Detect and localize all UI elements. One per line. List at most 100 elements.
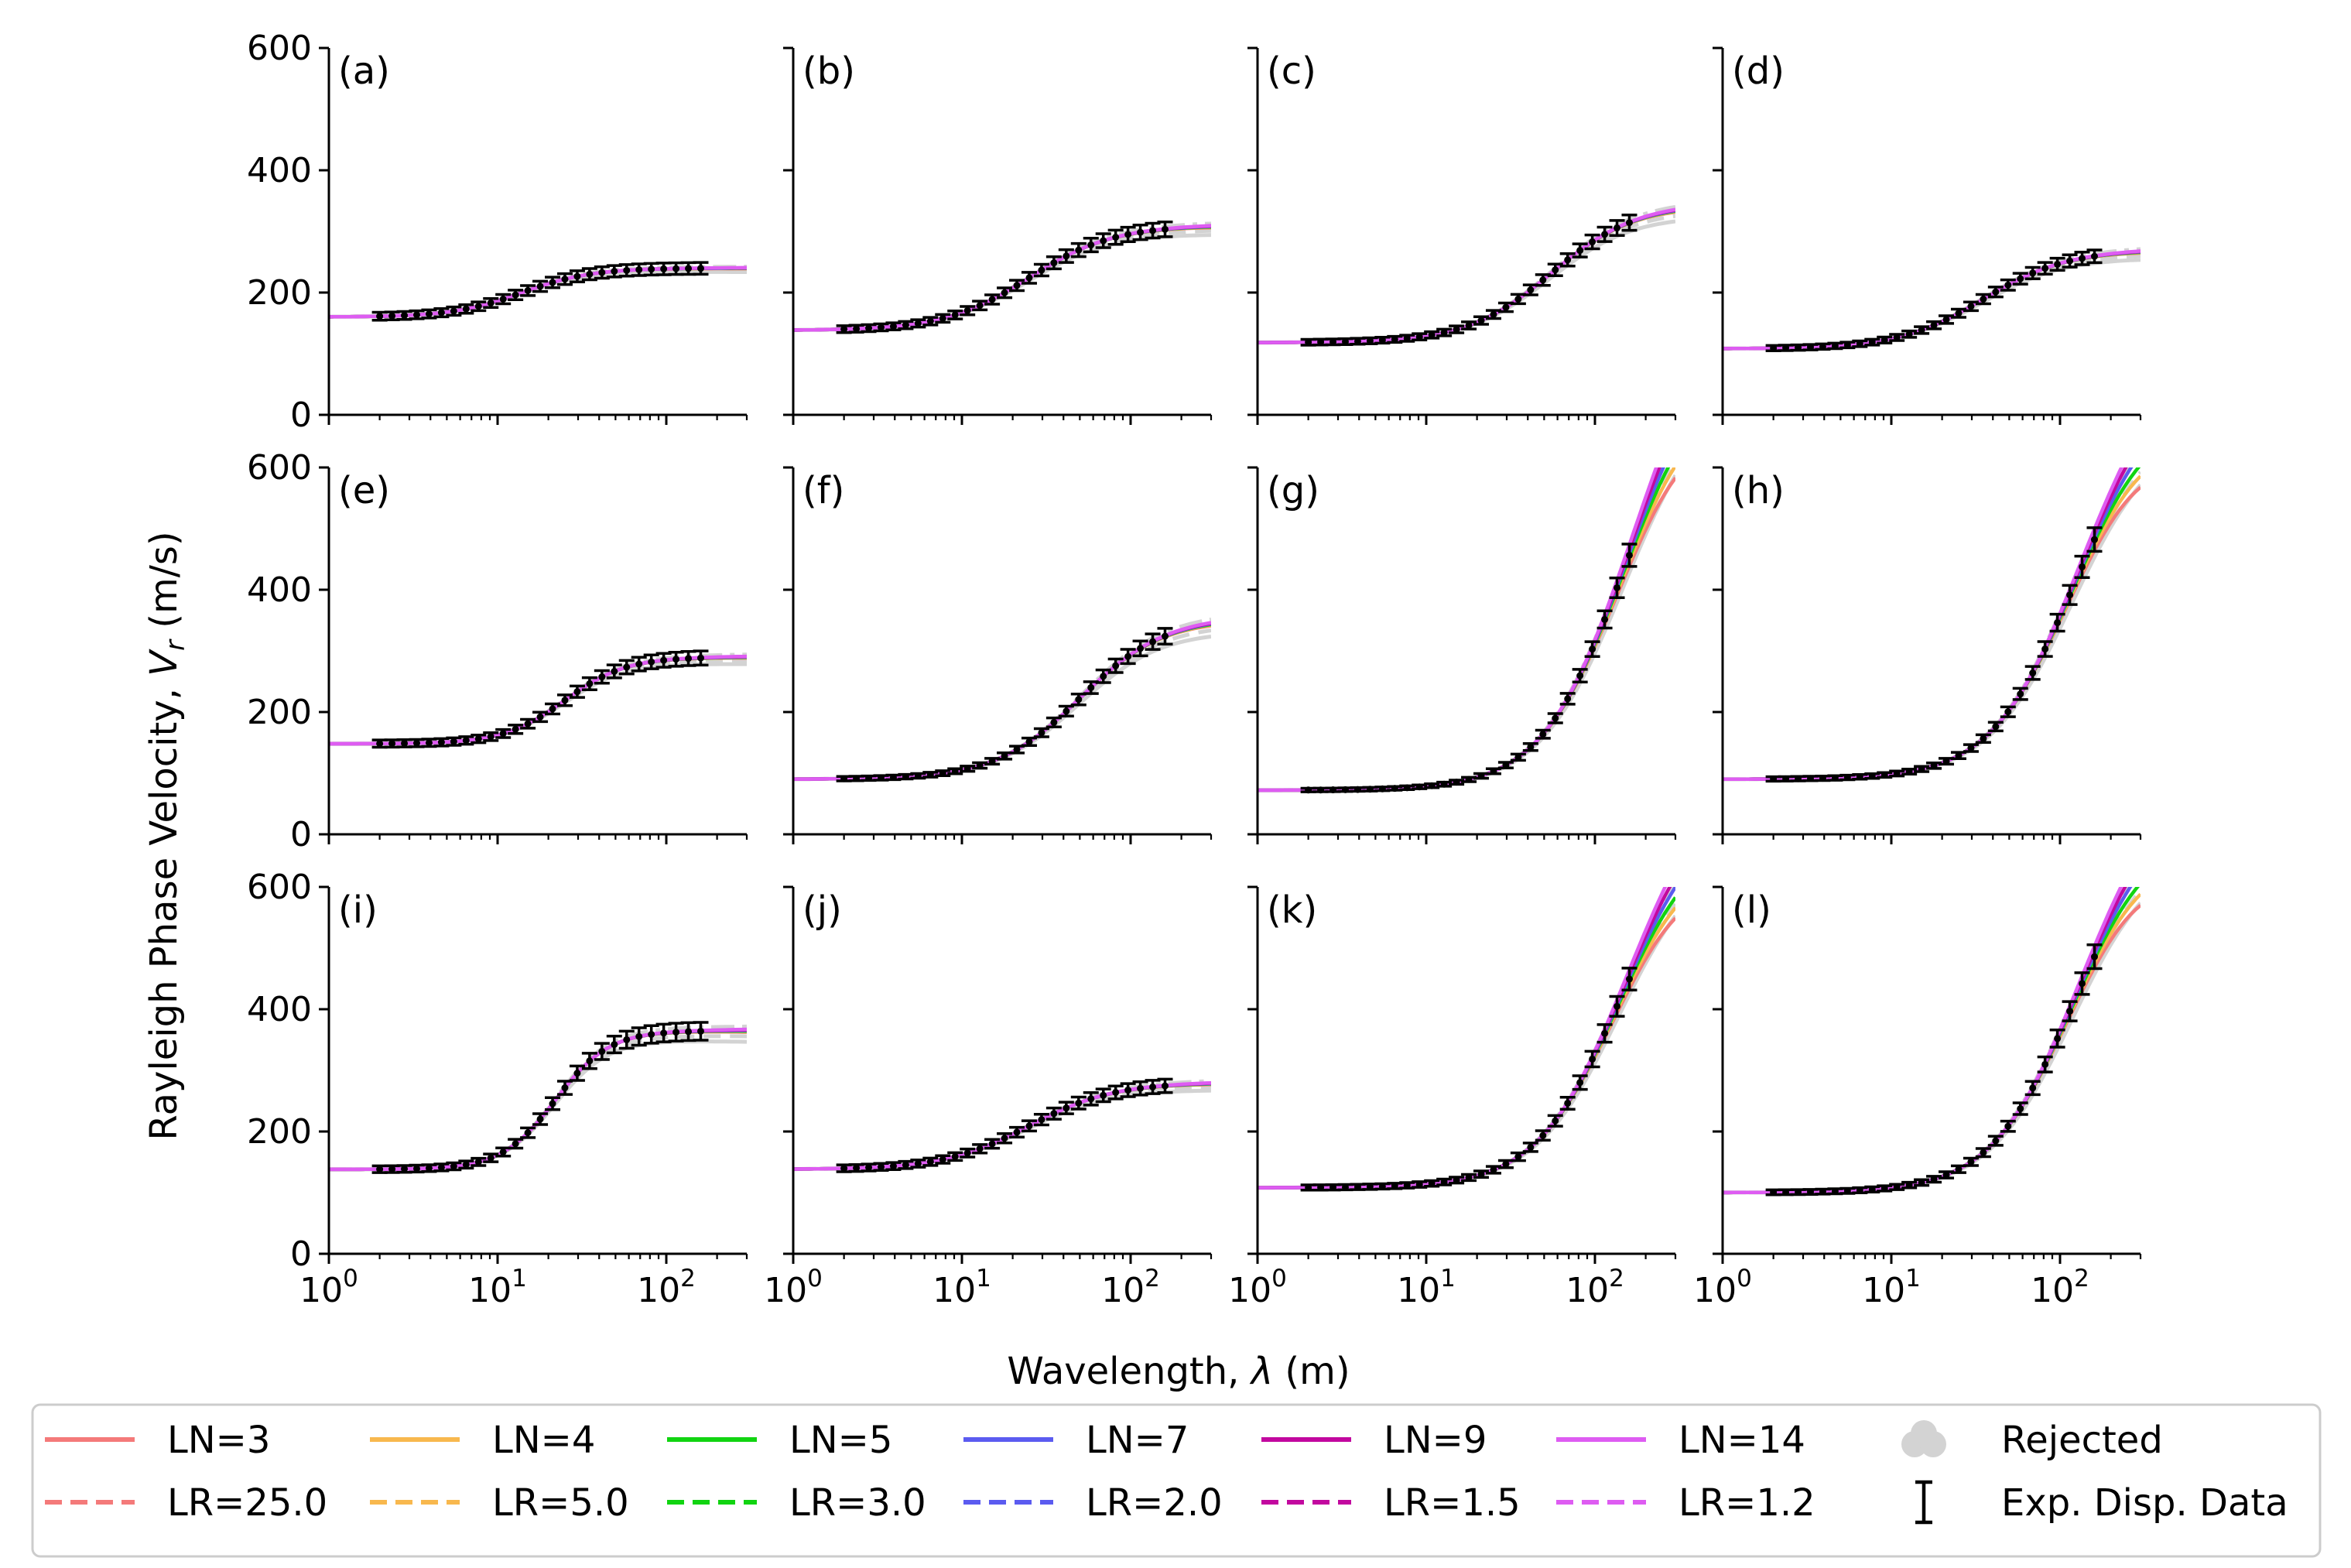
error-bar — [1926, 1175, 1942, 1184]
rejected-curve — [329, 659, 747, 746]
model-curve — [329, 654, 747, 746]
error-bar — [1436, 327, 1453, 337]
rejected-curve — [1723, 888, 2141, 1195]
error-bar — [1559, 1095, 1576, 1111]
legend-entry: LR=25.0 — [45, 1481, 327, 1525]
error-bar — [2024, 665, 2041, 681]
error-bar — [997, 1132, 1013, 1145]
x-axis-title: Wavelength, λ (m) — [1007, 1350, 1350, 1393]
error-bar — [1058, 704, 1074, 718]
model-curve — [329, 655, 747, 746]
error-bar — [1522, 742, 1538, 752]
panel-g: (g) — [1247, 466, 1677, 844]
model-curve — [793, 224, 1211, 332]
legend-entry: Rejected — [1901, 1419, 2163, 1462]
rejected-curve — [1723, 901, 2141, 1195]
legend-entry: LN=4 — [370, 1419, 595, 1462]
model-curve — [1723, 892, 2141, 1195]
error-bar — [1095, 1087, 1111, 1104]
error-bar — [1399, 334, 1415, 343]
error-bar — [532, 1112, 549, 1126]
legend: LN=3 LR=25.0 LN=4 LR=5.0 LN=5 LR=3.0 LN=7 LR=2.… — [31, 1403, 2322, 1558]
error-bar — [483, 1152, 499, 1163]
error-bar — [1070, 241, 1087, 258]
error-bar — [1461, 1173, 1477, 1183]
plot-area — [793, 220, 1211, 334]
error-bar — [545, 1096, 561, 1111]
error-bar — [556, 272, 573, 286]
legend-entry: LN=3 — [45, 1419, 270, 1462]
error-bar — [508, 724, 524, 735]
panel-a: 0 200 400 600 (a) — [247, 29, 748, 435]
model-curve — [329, 656, 747, 746]
panel-label: (e) — [338, 469, 390, 512]
error-bar — [2000, 278, 2016, 292]
y-tick-label: 0 — [290, 1234, 312, 1274]
error-bar — [606, 663, 622, 680]
model-curve — [1723, 467, 2141, 782]
legend-entry: LR=1.5 — [1261, 1481, 1521, 1525]
model-curve — [329, 1029, 747, 1172]
error-bar — [556, 693, 573, 707]
model-curve — [793, 224, 1211, 332]
x-tick-label: 102 — [2031, 1265, 2089, 1310]
panel-c: (c) — [1247, 46, 1677, 425]
error-bar — [1009, 279, 1025, 293]
model-curve — [793, 224, 1211, 332]
panels-group: 0 200 400 600 (a) (b) (c) (d) 0 200 400 600 (e) (f) (g… — [247, 29, 2142, 1310]
panel-label: (k) — [1267, 888, 1317, 932]
error-bar — [1877, 771, 1893, 779]
rejected-curve — [329, 1024, 747, 1172]
error-bar — [1547, 1114, 1563, 1128]
legend-entry: Exp. Disp. Data — [1915, 1480, 2288, 1525]
y-tick-label: 600 — [247, 868, 312, 907]
error-bar — [1510, 752, 1526, 762]
x-tick-label: 101 — [1862, 1265, 1921, 1310]
legend-entry: LN=7 — [963, 1419, 1189, 1462]
x-tick-label: 100 — [764, 1265, 823, 1310]
y-tick-label: 200 — [247, 1112, 312, 1152]
panel-label: (h) — [1732, 469, 1785, 512]
error-bar — [1975, 1147, 1991, 1159]
error-bar — [1987, 286, 2004, 299]
error-bar — [1449, 1176, 1465, 1185]
legend-label: LN=9 — [1384, 1419, 1487, 1462]
error-bar — [655, 262, 672, 276]
error-bar — [581, 267, 597, 282]
error-bar — [1095, 232, 1111, 249]
error-bar — [2037, 640, 2053, 658]
error-bar — [2012, 1101, 2028, 1116]
panel-i: 0 200 400 600 100 101 102 (i) — [247, 868, 748, 1310]
error-bar — [947, 1151, 963, 1162]
error-bar — [1572, 1074, 1588, 1091]
model-curve — [329, 1027, 747, 1172]
y-tick-label: 200 — [247, 693, 312, 732]
error-bar — [960, 1147, 976, 1159]
error-bar — [594, 1042, 610, 1061]
error-bar — [1877, 1184, 1893, 1193]
panel-label: (j) — [802, 888, 842, 932]
rejected-curve — [1258, 914, 1675, 1190]
error-bar — [2062, 253, 2078, 269]
error-bar — [1157, 627, 1173, 646]
rejected-curve — [329, 652, 747, 746]
panel-l: 100 101 102 (l) — [1693, 885, 2142, 1310]
x-tick-label: 101 — [468, 1265, 527, 1310]
x-tick-label: 101 — [1397, 1265, 1456, 1310]
legend-label: LR=25.0 — [167, 1481, 327, 1525]
error-bar — [910, 1159, 926, 1169]
error-bar — [1559, 252, 1576, 268]
model-curve — [793, 1081, 1211, 1171]
error-bar — [1596, 609, 1613, 630]
x-tick-label: 100 — [299, 1265, 358, 1310]
model-curve — [1723, 467, 2134, 782]
model-curve — [1258, 467, 1675, 793]
model-curve — [1723, 904, 2141, 1195]
y-axis-title: Rayleigh Phase Velocity, Vr (m/s) — [142, 531, 191, 1140]
error-bar — [1547, 262, 1563, 277]
error-bar — [972, 300, 988, 312]
error-bar — [1535, 1129, 1551, 1142]
rejected-curve — [329, 269, 747, 319]
error-bar — [984, 293, 1001, 306]
error-bar — [922, 1156, 939, 1167]
